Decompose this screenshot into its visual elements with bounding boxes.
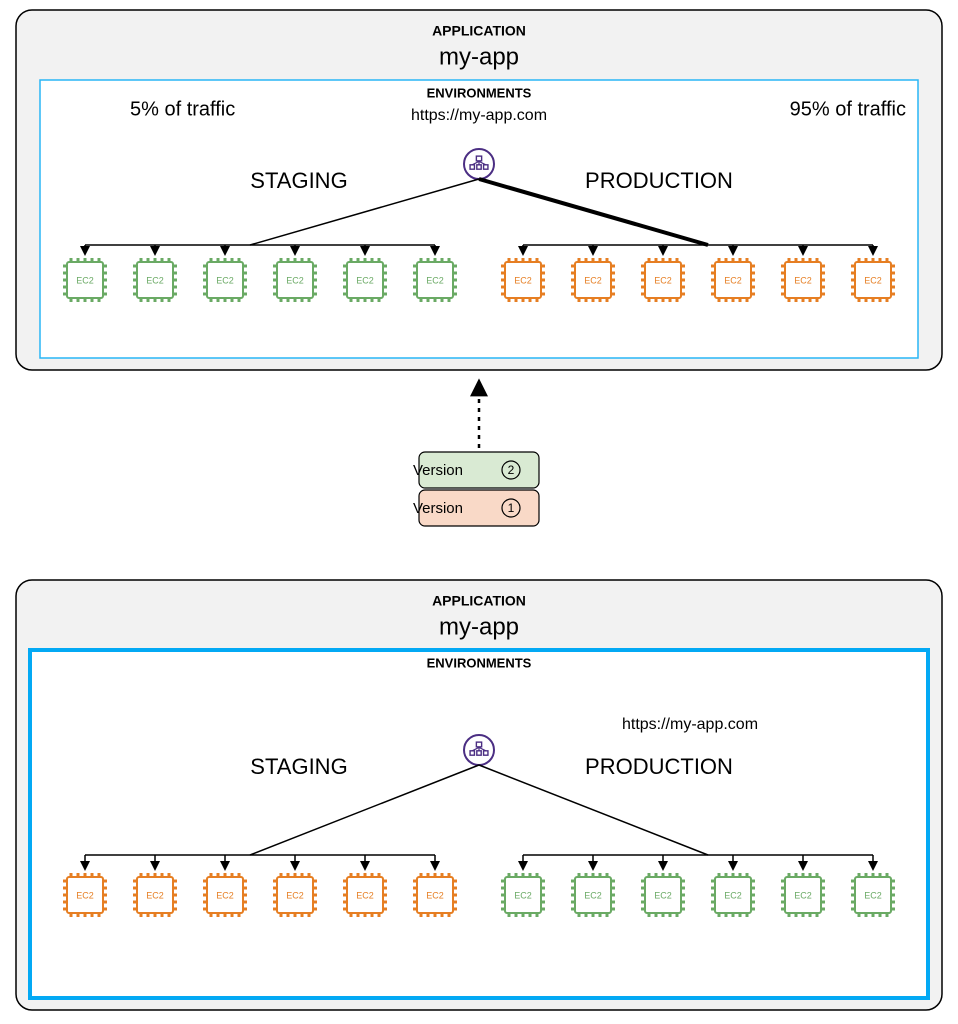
ec2-label: EC2 (76, 275, 94, 285)
ec2-label: EC2 (584, 890, 602, 900)
staging-label: STAGING (250, 754, 347, 779)
ec2-instance: EC2 (133, 258, 177, 302)
ec2-instance: EC2 (571, 873, 615, 917)
ec2-label: EC2 (864, 890, 882, 900)
ec2-instance: EC2 (273, 873, 317, 917)
ec2-label: EC2 (286, 890, 304, 900)
ec2-instance: EC2 (413, 873, 457, 917)
ec2-instance: EC2 (641, 258, 685, 302)
load-balancer-icon (464, 735, 494, 765)
ec2-instance: EC2 (501, 873, 545, 917)
ec2-instance: EC2 (571, 258, 615, 302)
ec2-instance: EC2 (781, 873, 825, 917)
traffic-left: 5% of traffic (130, 98, 235, 120)
version-label: Version (413, 462, 463, 479)
ec2-instance: EC2 (203, 258, 247, 302)
ec2-label: EC2 (426, 275, 444, 285)
ec2-instance: EC2 (641, 873, 685, 917)
ec2-instance: EC2 (711, 258, 755, 302)
ec2-label: EC2 (146, 275, 164, 285)
ec2-label: EC2 (356, 275, 374, 285)
ec2-instance: EC2 (63, 258, 107, 302)
environments-label: ENVIRONMENTS (427, 655, 532, 670)
ec2-label: EC2 (146, 890, 164, 900)
environments-label: ENVIRONMENTS (427, 85, 532, 100)
ec2-label: EC2 (794, 275, 812, 285)
ec2-label: EC2 (584, 275, 602, 285)
ec2-label: EC2 (724, 275, 742, 285)
application-label: APPLICATION (432, 593, 526, 609)
ec2-instance: EC2 (851, 873, 895, 917)
ec2-instance: EC2 (851, 258, 895, 302)
ec2-instance: EC2 (203, 873, 247, 917)
ec2-label: EC2 (514, 890, 532, 900)
ec2-instance: EC2 (413, 258, 457, 302)
ec2-instance: EC2 (501, 258, 545, 302)
ec2-instance: EC2 (133, 873, 177, 917)
app-url: https://my-app.com (622, 716, 758, 733)
ec2-label: EC2 (286, 275, 304, 285)
ec2-label: EC2 (216, 275, 234, 285)
application-name: my-app (439, 613, 519, 640)
ec2-instance: EC2 (711, 873, 755, 917)
ec2-label: EC2 (356, 890, 374, 900)
ec2-instance: EC2 (63, 873, 107, 917)
app-url: https://my-app.com (411, 107, 547, 124)
ec2-label: EC2 (216, 890, 234, 900)
ec2-label: EC2 (514, 275, 532, 285)
production-label: PRODUCTION (585, 168, 733, 193)
environments-box (30, 650, 928, 998)
ec2-label: EC2 (76, 890, 94, 900)
ec2-label: EC2 (864, 275, 882, 285)
application-label: APPLICATION (432, 23, 526, 39)
ec2-label: EC2 (724, 890, 742, 900)
ec2-label: EC2 (426, 890, 444, 900)
production-label: PRODUCTION (585, 754, 733, 779)
ec2-label: EC2 (654, 275, 672, 285)
ec2-label: EC2 (794, 890, 812, 900)
load-balancer-icon (464, 149, 494, 179)
application-name: my-app (439, 43, 519, 70)
ec2-instance: EC2 (343, 258, 387, 302)
traffic-right: 95% of traffic (790, 98, 906, 120)
ec2-instance: EC2 (781, 258, 825, 302)
version-number: 1 (508, 501, 515, 515)
staging-label: STAGING (250, 168, 347, 193)
version-number: 2 (508, 463, 515, 477)
ec2-label: EC2 (654, 890, 672, 900)
ec2-instance: EC2 (343, 873, 387, 917)
version-label: Version (413, 500, 463, 517)
ec2-instance: EC2 (273, 258, 317, 302)
